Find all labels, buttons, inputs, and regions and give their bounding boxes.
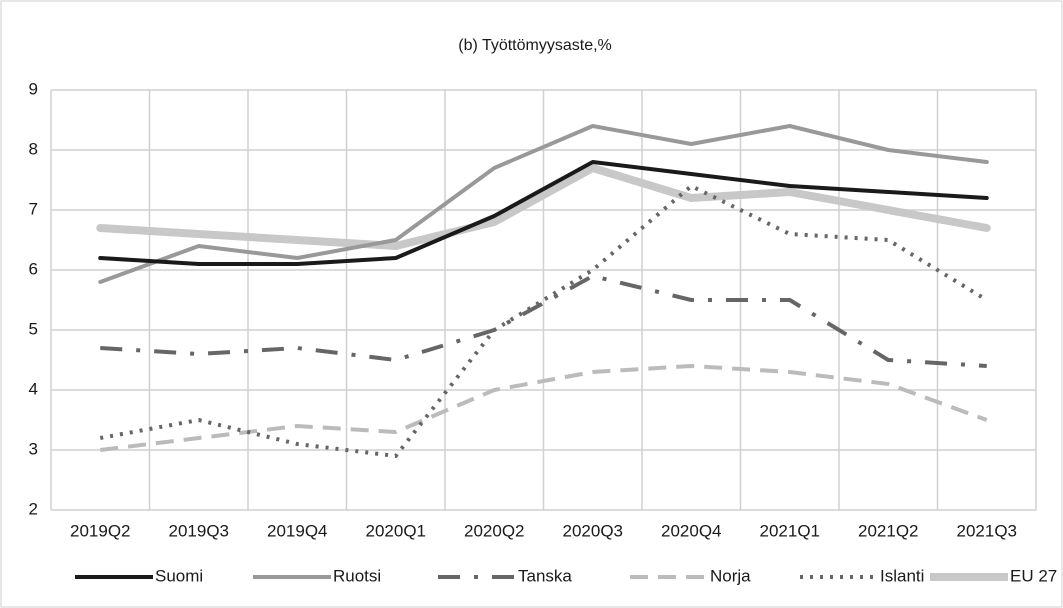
y-tick-label: 6: [29, 259, 38, 278]
x-tick-label: 2019Q3: [169, 521, 230, 540]
x-tick-label: 2021Q3: [957, 521, 1018, 540]
legend-label: Ruotsi: [333, 566, 381, 585]
series-line: [96, 164, 991, 250]
x-tick-label: 2019Q2: [70, 521, 131, 540]
x-tick-label: 2021Q2: [858, 521, 919, 540]
legend-label: EU 27: [1010, 566, 1057, 585]
y-tick-label: 9: [29, 79, 38, 98]
series-line: [99, 184, 988, 458]
x-tick-label: 2020Q4: [661, 521, 722, 540]
y-tick-label: 3: [29, 439, 38, 458]
y-tick-label: 4: [29, 379, 38, 398]
x-tick-label: 2020Q1: [366, 521, 427, 540]
x-tick-label: 2020Q2: [464, 521, 525, 540]
x-tick-label: 2019Q4: [267, 521, 328, 540]
x-tick-label: 2020Q3: [563, 521, 624, 540]
y-tick-label: 5: [29, 319, 38, 338]
y-tick-label: 2: [29, 499, 38, 518]
legend-label: Islanti: [880, 566, 924, 585]
series-line: [98, 160, 989, 266]
series-line: [100, 274, 987, 368]
y-tick-label: 7: [29, 199, 38, 218]
x-tick-label: 2021Q1: [760, 521, 821, 540]
chart-title: (b) Työttömyysaste,%: [458, 37, 612, 54]
series-line: [98, 124, 989, 284]
legend-label: Tanska: [518, 566, 572, 585]
legend-label: Suomi: [155, 566, 203, 585]
y-tick-label: 8: [29, 139, 38, 158]
legend-label: Norja: [710, 566, 751, 585]
